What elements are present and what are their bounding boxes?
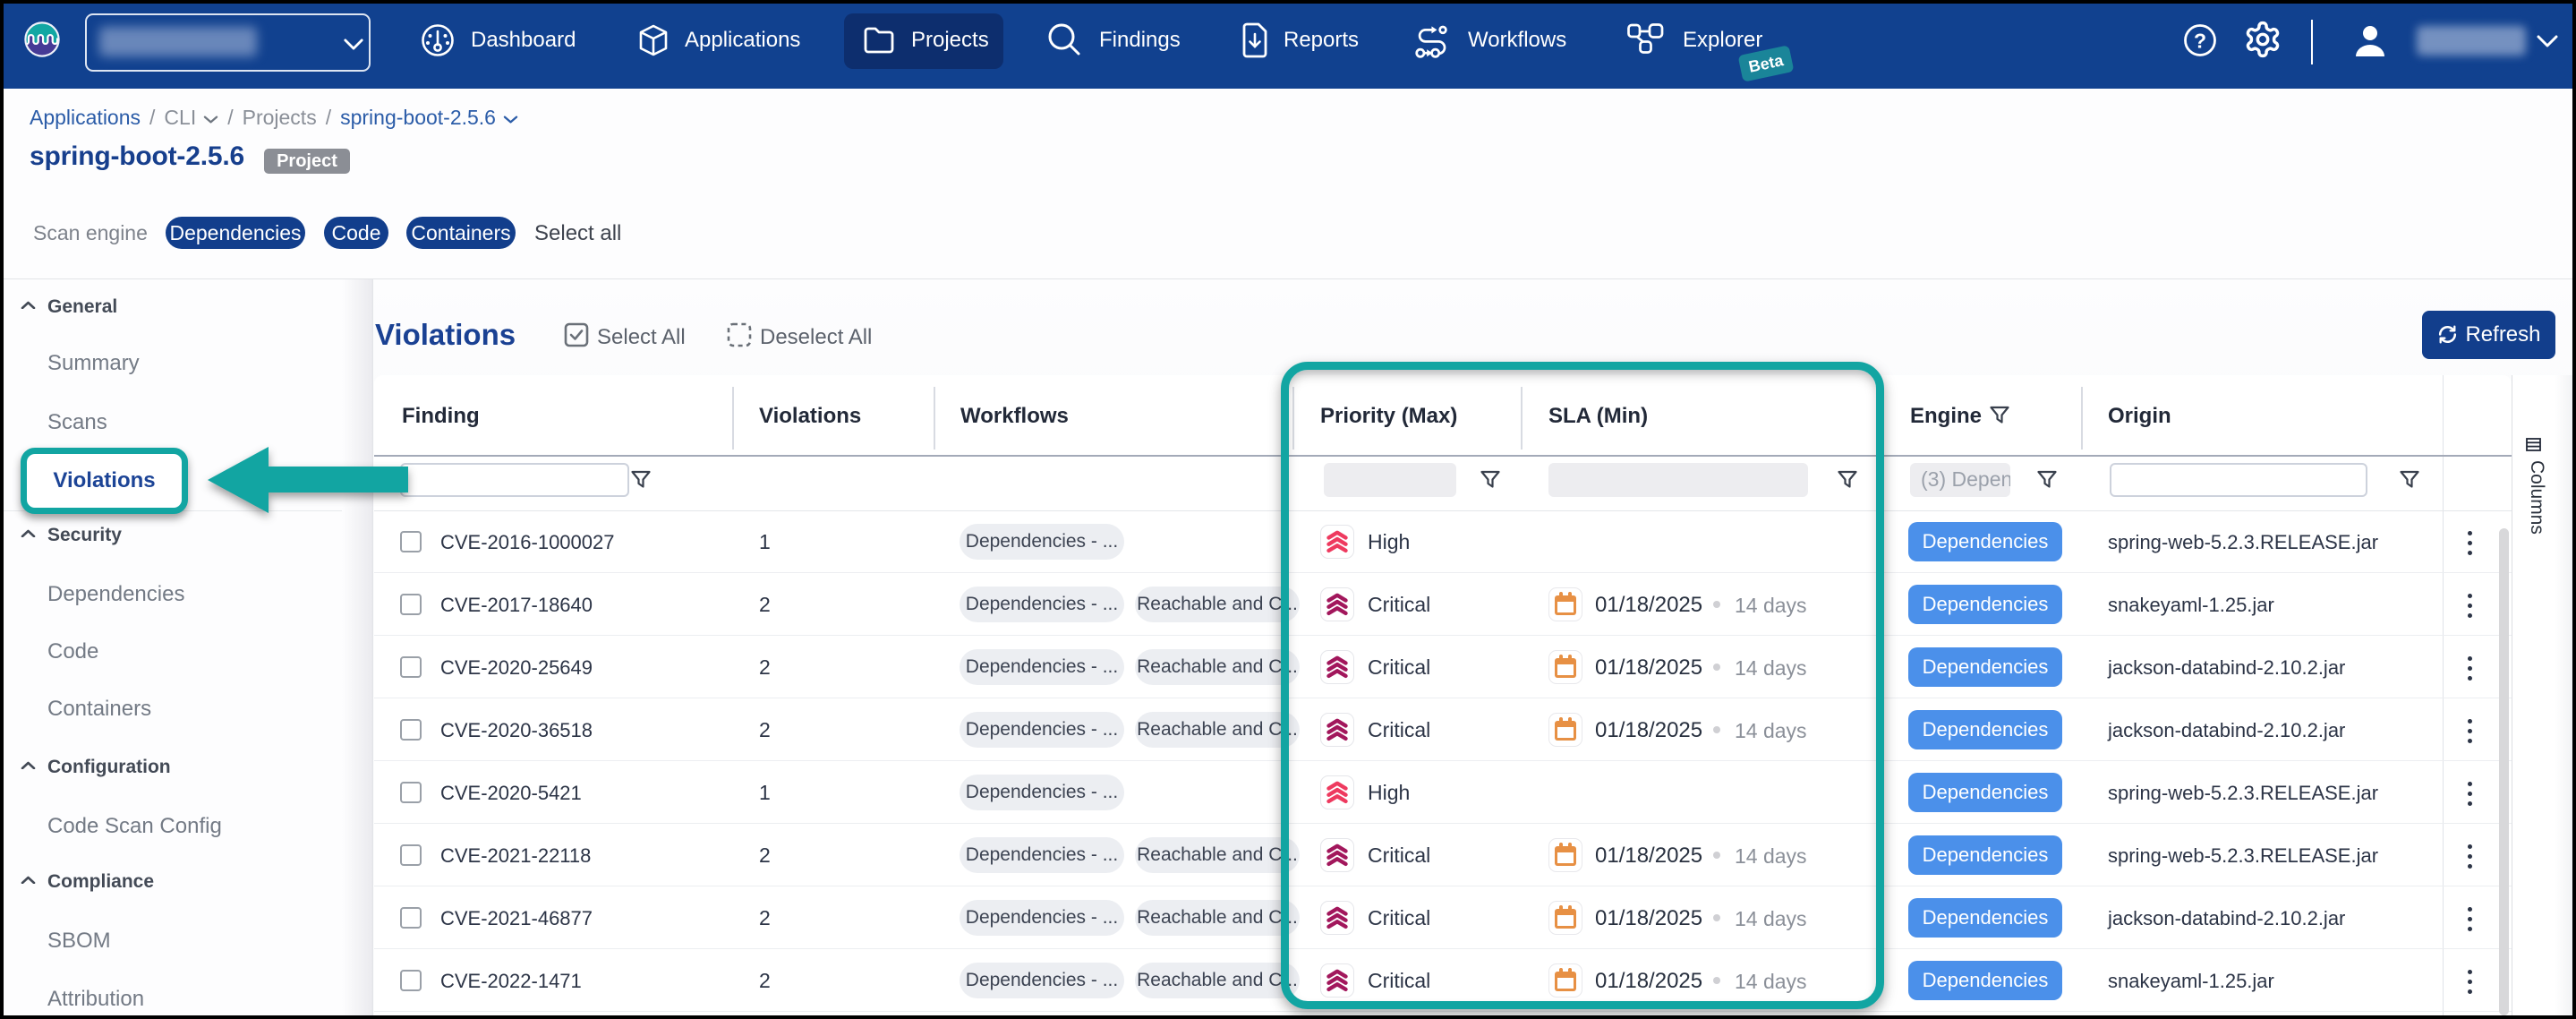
svg-text:?: ? xyxy=(2194,30,2206,53)
